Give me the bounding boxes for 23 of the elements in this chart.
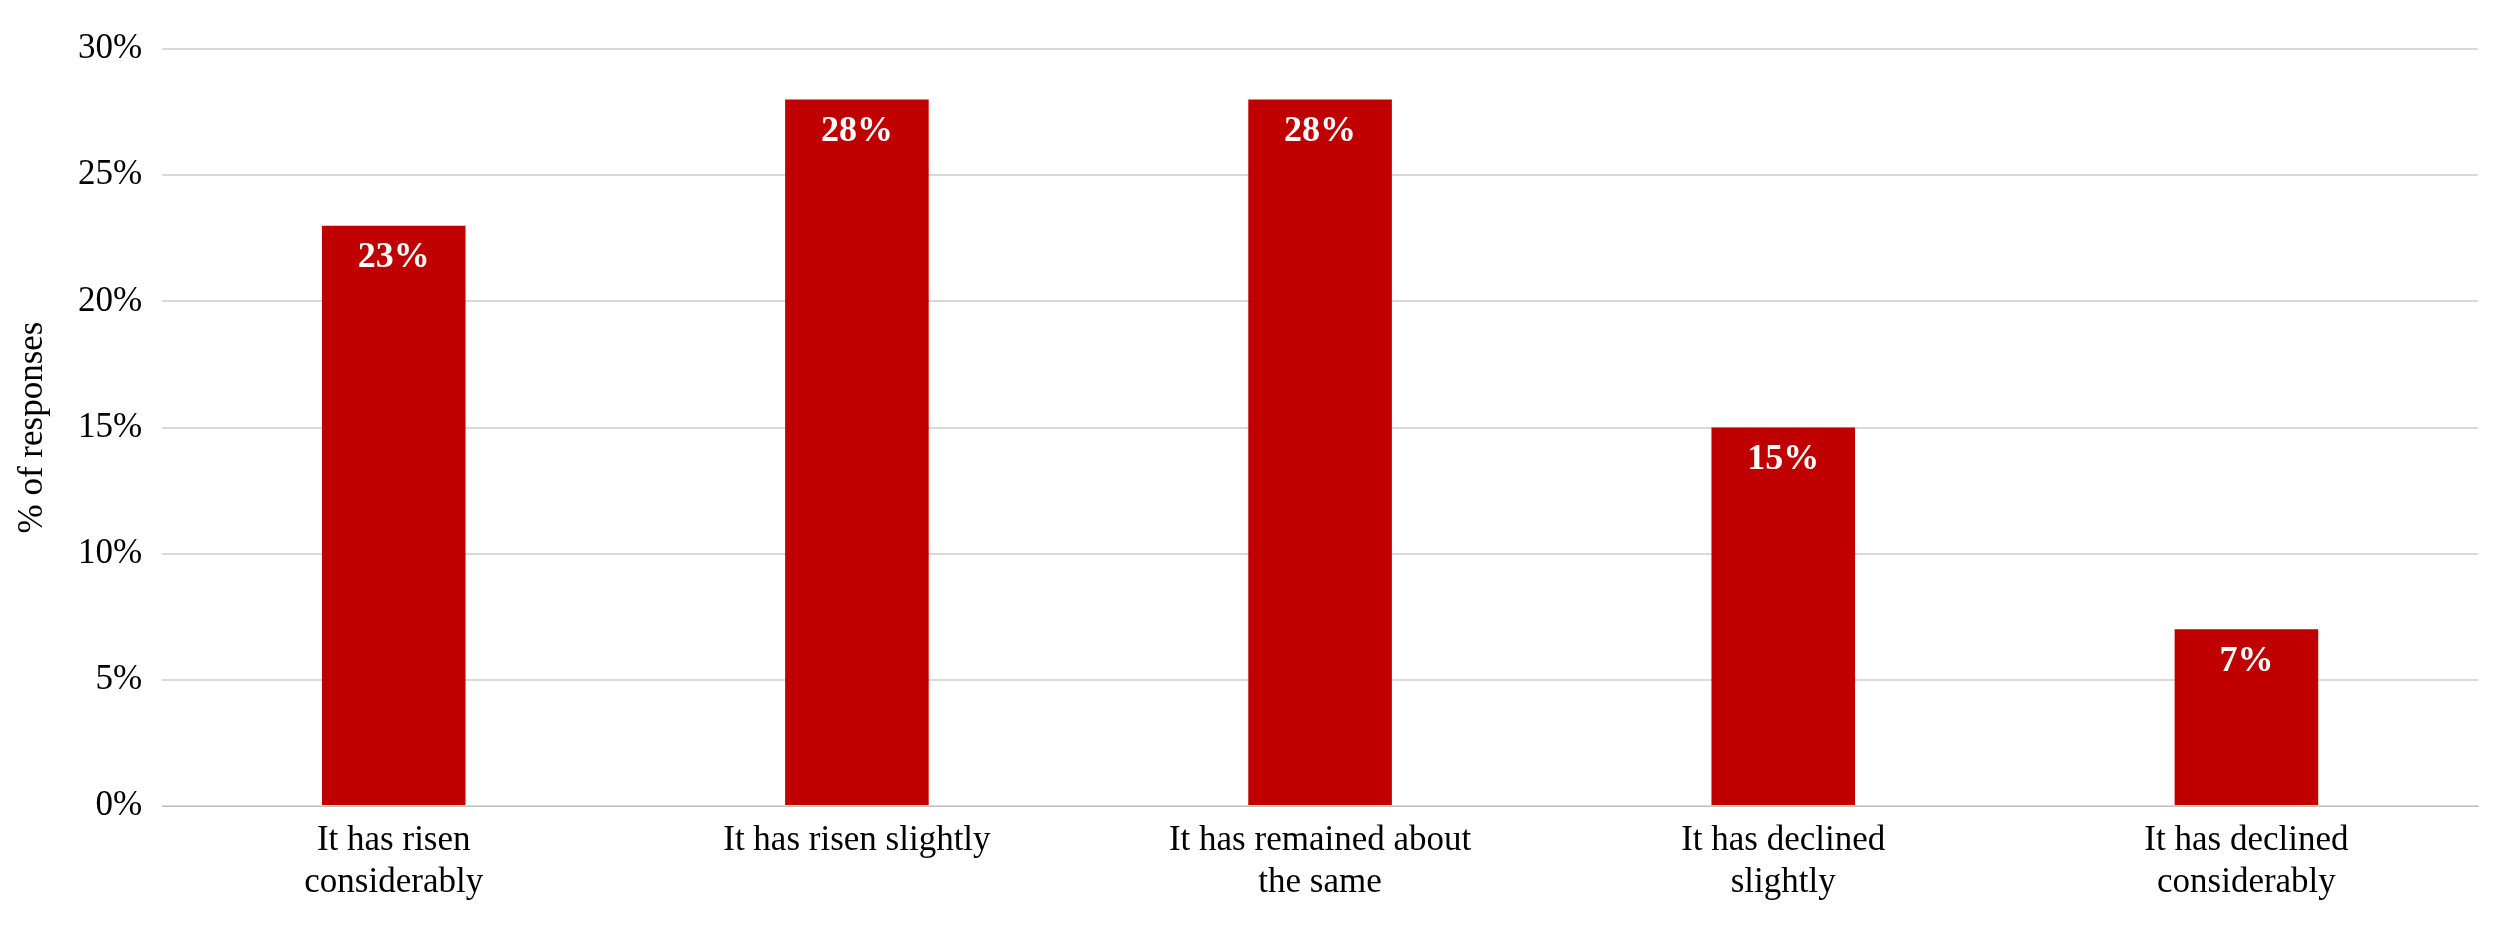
data-label: 23% [357,234,430,275]
data-label: 7% [2219,638,2274,679]
x-tick-label: It has risen slightly [723,819,992,859]
bar [321,225,466,805]
x-tick-label: It has declined considerably [2144,819,2349,901]
y-tick-label: 0% [95,784,143,824]
data-label: 28% [1284,108,1357,149]
y-tick-label: 5% [95,658,143,698]
y-tick-label: 15% [78,405,143,445]
x-tick-label: It has remained about the same [1168,819,1472,901]
data-label: 15% [1747,436,1820,477]
data-label: 28% [820,108,893,149]
y-tick-label: 20% [78,279,143,319]
bar [1711,427,1856,805]
bar [2174,629,2319,805]
y-tick-label: 10% [78,531,143,571]
bar [785,99,929,805]
y-tick-label: 25% [78,153,143,193]
y-tick-label: 30% [78,27,143,67]
bar [1248,99,1392,805]
y-axis-title: % of responses [11,321,51,534]
x-tick-label: It has risen considerably [304,819,484,901]
x-tick-label: It has declined slightly [1681,819,1886,901]
